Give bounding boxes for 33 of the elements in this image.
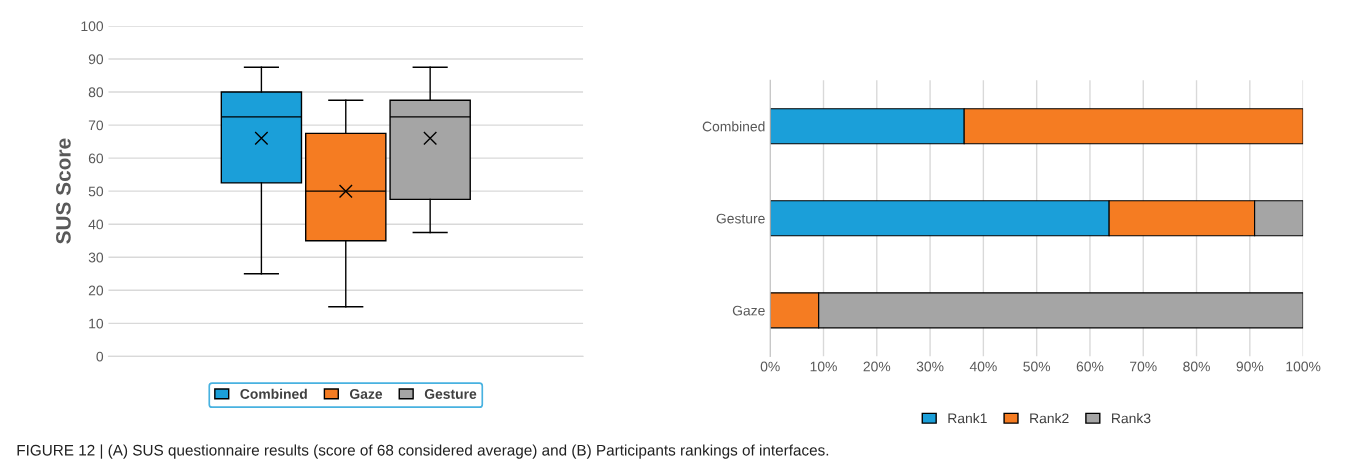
- y-tick-label: 20: [88, 285, 104, 296]
- y-tick-label: Gesture: [716, 213, 765, 224]
- y-tick-label: 80: [88, 87, 104, 98]
- x-tick-label: 90%: [1236, 361, 1264, 372]
- y-tick-label: 30: [88, 252, 104, 263]
- y-tick-label: 90: [88, 54, 104, 65]
- y-tick-label: 0: [96, 351, 104, 362]
- y-tick-label: 50: [88, 186, 104, 197]
- y-tick-label: 70: [88, 120, 104, 131]
- legend-label: Gesture: [424, 389, 477, 399]
- x-tick-label: 60%: [1076, 361, 1104, 372]
- legend-label: Gaze: [349, 389, 383, 399]
- x-tick-label: 20%: [863, 361, 891, 372]
- x-tick-label: 30%: [916, 361, 944, 372]
- x-tick-label: 100%: [1286, 361, 1321, 372]
- legend-label: Rank2: [1030, 413, 1069, 424]
- x-tick-label: 50%: [1023, 361, 1051, 372]
- x-tick-label: 80%: [1183, 361, 1210, 372]
- x-tick-label: 40%: [969, 361, 997, 372]
- x-tick-label: 0%: [760, 361, 780, 372]
- legend-label: Rank1: [948, 413, 987, 424]
- legend-label: Rank3: [1112, 413, 1151, 424]
- y-tick-label: 60: [88, 153, 104, 164]
- y-tick-label: Combined: [702, 121, 765, 132]
- x-tick-label: 70%: [1130, 361, 1157, 372]
- legend-label: Combined: [240, 388, 307, 399]
- y-tick-label: 40: [88, 219, 104, 230]
- y-tick-label: Gaze: [732, 305, 765, 316]
- y-axis-title: SUS Score: [56, 138, 71, 244]
- y-tick-label: 10: [89, 318, 104, 329]
- caption: FIGURE 12 | (A) SUS questionnaire results (score of 68 considered average) and (B) Participants rankings of interfaces.: [17, 444, 829, 459]
- y-tick-label: 100: [81, 21, 104, 32]
- x-tick-label: 10%: [810, 361, 837, 372]
